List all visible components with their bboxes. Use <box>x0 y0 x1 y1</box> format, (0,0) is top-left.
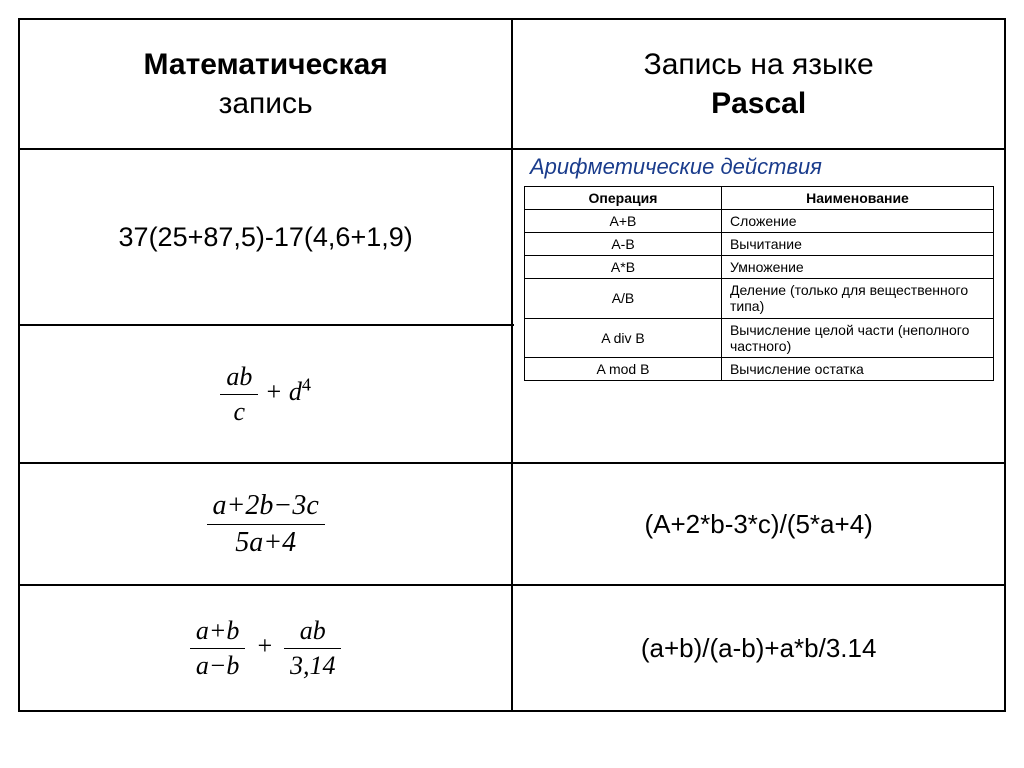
header-math-plain: запись <box>219 87 313 120</box>
ops-cell-name: Сложение <box>721 210 993 233</box>
fraction-2: ab 3,14 <box>284 616 342 681</box>
pascal-cell-4: (a+b)/(a-b)+a*b/3.14 <box>512 585 1005 711</box>
ops-cell-op: A+B <box>525 210 722 233</box>
math-cell-2: ab c + d4 <box>19 325 512 463</box>
overlay-title: Арифметические действия <box>514 150 1004 186</box>
fraction: ab c <box>220 362 258 427</box>
pascal-expr-4: (a+b)/(a-b)+a*b/3.14 <box>641 633 877 663</box>
operations-table: Операция Наименование A+BСложениеA-BВычи… <box>524 186 994 381</box>
header-pascal-bold: Pascal <box>711 87 806 120</box>
ops-cell-name: Вычитание <box>721 233 993 256</box>
header-math: Математическая запись <box>19 19 512 149</box>
fraction-1: a+b a−b <box>190 616 246 681</box>
math-cell-3: a+2b−3c 5a+4 <box>19 463 512 585</box>
ops-cell-op: A-B <box>525 233 722 256</box>
fraction-den: c <box>220 395 258 427</box>
ops-cell-name: Вычисление целой части (неполного частно… <box>721 318 993 357</box>
pascal-expr-3: (A+2*b-3*c)/(5*a+4) <box>644 509 872 539</box>
math-expr-3: a+2b−3c 5a+4 <box>207 507 325 536</box>
operations-overlay: Арифметические действия Операция Наимено… <box>514 150 1004 381</box>
pascal-cell-3: (A+2*b-3*c)/(5*a+4) <box>512 463 1005 585</box>
math-tail: + d <box>265 377 302 406</box>
ops-row: A*BУмножение <box>525 256 994 279</box>
ops-cell-op: A mod B <box>525 357 722 380</box>
fraction-den: 3,14 <box>284 649 342 681</box>
ops-cell-name: Деление (только для вещественного типа) <box>721 279 993 318</box>
header-pascal-plain: Запись на языке <box>644 48 874 81</box>
header-math-bold: Математическая <box>144 48 388 81</box>
plus-sign: + <box>252 631 278 660</box>
ops-cell-name: Умножение <box>721 256 993 279</box>
fraction-num: ab <box>284 616 342 649</box>
ops-cell-name: Вычисление остатка <box>721 357 993 380</box>
fraction-num: a+2b−3c <box>207 490 325 525</box>
math-expr-1: 37(25+87,5)-17(4,6+1,9) <box>119 222 413 252</box>
math-expr-2: ab c + d4 <box>220 377 311 406</box>
header-pascal: Запись на языке Pascal <box>512 19 1005 149</box>
fraction-den: a−b <box>190 649 246 681</box>
ops-cell-op: A*B <box>525 256 722 279</box>
fraction-den: 5a+4 <box>207 525 325 559</box>
math-cell-4: a+b a−b + ab 3,14 <box>19 585 512 711</box>
math-sup: 4 <box>302 374 311 394</box>
ops-row: A-BВычитание <box>525 233 994 256</box>
fraction-num: a+b <box>190 616 246 649</box>
ops-col-operation: Операция <box>525 187 722 210</box>
ops-col-name: Наименование <box>721 187 993 210</box>
ops-row: A div BВычисление целой части (неполного… <box>525 318 994 357</box>
ops-cell-op: A/B <box>525 279 722 318</box>
fraction: a+2b−3c 5a+4 <box>207 490 325 559</box>
ops-row: A+BСложение <box>525 210 994 233</box>
math-expr-4: a+b a−b + ab 3,14 <box>190 631 342 660</box>
fraction-num: ab <box>220 362 258 395</box>
math-cell-1: 37(25+87,5)-17(4,6+1,9) <box>19 149 512 325</box>
ops-row: A mod BВычисление остатка <box>525 357 994 380</box>
ops-row: A/BДеление (только для вещественного тип… <box>525 279 994 318</box>
ops-cell-op: A div B <box>525 318 722 357</box>
